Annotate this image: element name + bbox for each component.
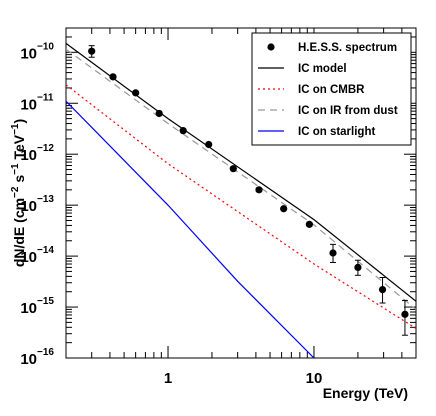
legend: H.E.S.S. spectrum IC model IC on CMBR IC on… bbox=[251, 32, 412, 146]
y-tick-exponent: −15 bbox=[37, 296, 54, 307]
y-axis-title-base: dN/dE (cm bbox=[11, 198, 27, 267]
series-line-ic-on-starlight bbox=[66, 100, 315, 358]
y-tick-label: 10 bbox=[20, 351, 37, 368]
y-axis-title-sup3: −1 bbox=[10, 123, 21, 135]
x-axis-title: Energy (TeV) bbox=[323, 385, 408, 401]
data-point bbox=[305, 220, 313, 228]
data-point bbox=[401, 310, 409, 318]
y-tick-label: 10 bbox=[20, 45, 37, 62]
data-point bbox=[329, 249, 337, 257]
series-layer bbox=[66, 42, 416, 358]
y-tick-label: 10 bbox=[20, 249, 37, 266]
y-tick-label: 10 bbox=[20, 198, 37, 215]
series-line-ic-on-cmbr bbox=[66, 84, 416, 329]
y-axis-title-sup2: −1 bbox=[10, 163, 21, 175]
y-tick-exponent: −10 bbox=[37, 41, 54, 52]
y-tick-label: 10 bbox=[20, 147, 37, 164]
legend-entries: H.E.S.S. spectrum IC model IC on CMBR IC on… bbox=[258, 42, 398, 138]
y-tick-exponent: −14 bbox=[37, 245, 54, 256]
data-point bbox=[179, 127, 187, 135]
x-tick-label: 10 bbox=[306, 370, 323, 387]
y-tick-exponent: −13 bbox=[37, 194, 54, 205]
legend-label-ic-model: IC model bbox=[298, 63, 347, 75]
y-tick-exponent: −11 bbox=[37, 92, 54, 103]
y-tick-label: 10 bbox=[20, 96, 37, 113]
legend-label-ic-on-starlight: IC on starlight bbox=[298, 126, 375, 138]
y-axis-title-sup1: −2 bbox=[10, 186, 21, 198]
x-tick-label: 1 bbox=[164, 370, 172, 387]
data-point bbox=[354, 263, 362, 272]
series-line-ic-on-ir-from-dust bbox=[66, 48, 416, 310]
points-layer bbox=[88, 45, 409, 336]
data-point bbox=[88, 47, 96, 55]
legend-marker-h-e-s-s-spectrum bbox=[267, 43, 275, 51]
y-axis-title-mid2: TeV bbox=[11, 134, 27, 163]
y-tick-exponent: −12 bbox=[37, 143, 54, 154]
y-tick-exponent: −16 bbox=[37, 347, 54, 358]
legend-label-h-e-s-s-spectrum: H.E.S.S. spectrum bbox=[298, 42, 397, 54]
legend-label-ic-on-cmbr: IC on CMBR bbox=[298, 84, 365, 96]
y-tick-label: 10 bbox=[20, 300, 37, 317]
data-point bbox=[205, 140, 213, 149]
data-point bbox=[132, 89, 140, 97]
data-point bbox=[229, 165, 237, 173]
data-point bbox=[109, 73, 117, 81]
series-line-ic-model bbox=[66, 42, 416, 302]
data-point bbox=[280, 205, 288, 213]
data-point bbox=[378, 286, 387, 294]
data-point bbox=[155, 109, 163, 118]
y-axis-title-mid: s bbox=[11, 175, 27, 187]
y-axis-title: dN/dE (cm−2 s−1 TeV−1) bbox=[10, 119, 27, 267]
legend-label-ic-on-ir-from-dust: IC on IR from dust bbox=[298, 105, 398, 117]
data-point bbox=[255, 186, 263, 194]
y-axis-title-end: ) bbox=[11, 119, 27, 124]
